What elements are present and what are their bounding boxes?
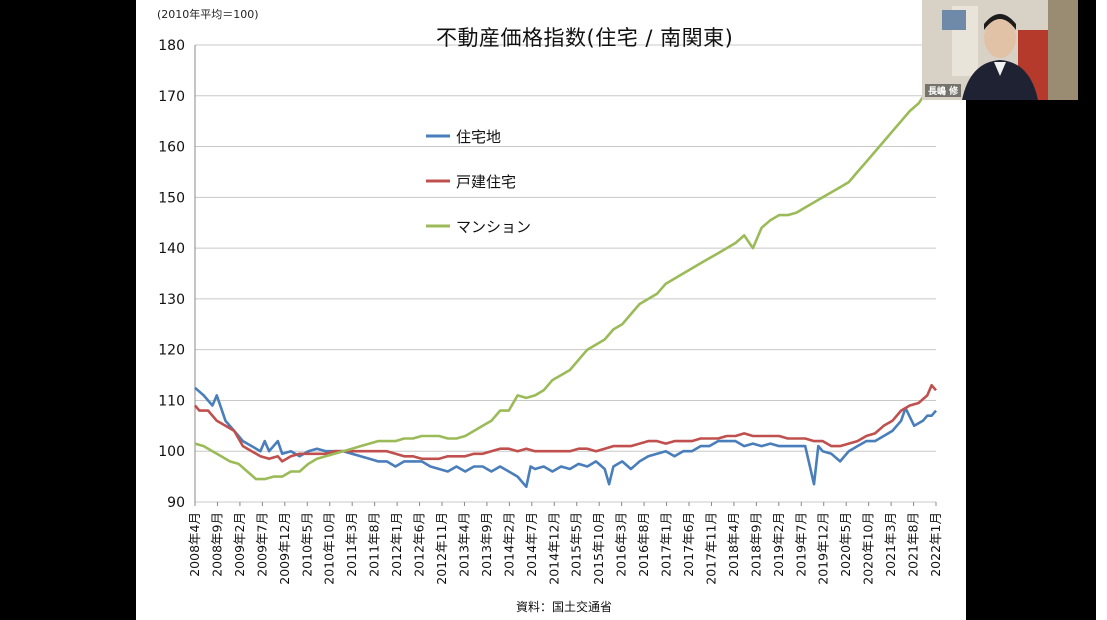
y-tick-label: 130 xyxy=(158,292,185,308)
x-tick-label: 2016年3月 xyxy=(614,512,629,577)
x-tick-label: 2010年10月 xyxy=(322,512,337,585)
series-lines xyxy=(194,69,938,489)
x-tick-label: 2014年2月 xyxy=(501,512,516,577)
gridlines xyxy=(194,44,936,503)
slide: 90 100 110 120 130 140 150 160 170 180 2008年4月 200… xyxy=(136,0,966,620)
x-tick-label: 2010年5月 xyxy=(299,512,314,577)
webcam-feed: 長嶋 修 xyxy=(922,0,1078,100)
x-tick-label: 2022年1月 xyxy=(928,512,943,577)
series-line xyxy=(194,386,937,489)
x-tick-label: 2014年12月 xyxy=(546,512,561,585)
x-tick-label: 2013年9月 xyxy=(479,512,494,577)
x-tick-label: 2015年5月 xyxy=(569,512,584,577)
x-tick-label: 2015年10月 xyxy=(591,512,606,585)
legend-label: マンション xyxy=(456,218,531,236)
x-tick-label: 2012年11月 xyxy=(434,512,449,585)
x-tick-label: 2016年8月 xyxy=(636,512,651,577)
x-tick-label: 2009年2月 xyxy=(232,512,247,577)
y-tick-label: 140 xyxy=(158,241,185,257)
x-tick-label: 2020年5月 xyxy=(838,512,853,577)
series-line xyxy=(194,383,937,463)
y-tick-label: 120 xyxy=(158,343,185,359)
source-note: 資料：国土交通省 xyxy=(516,600,613,614)
x-tick-label: 2008年9月 xyxy=(209,512,224,577)
x-tick-label: 2018年9月 xyxy=(748,512,763,577)
y-tick-label: 110 xyxy=(158,393,185,409)
x-tick-label: 2019年12月 xyxy=(816,512,831,585)
x-tick-label: 2011年8月 xyxy=(367,512,382,577)
y-tick-label: 160 xyxy=(158,140,185,156)
x-tick-label: 2011年3月 xyxy=(344,512,359,577)
window-edge xyxy=(1096,0,1107,620)
person-avatar xyxy=(922,0,1078,100)
x-tick-label: 2017年6月 xyxy=(681,512,696,577)
y-tick-label: 150 xyxy=(158,190,185,206)
x-tick-label: 2008年4月 xyxy=(187,512,202,577)
x-tick-label: 2012年6月 xyxy=(412,512,427,577)
x-tick-label: 2017年11月 xyxy=(703,512,718,585)
y-tick-label: 100 xyxy=(158,444,185,460)
legend-label: 戸建住宅 xyxy=(456,173,516,191)
x-tick-label: 2021年3月 xyxy=(883,512,898,577)
series-line xyxy=(194,69,938,481)
legend-label: 住宅地 xyxy=(456,128,501,146)
x-tick-label: 2014年7月 xyxy=(524,512,539,577)
y-tick-label: 90 xyxy=(167,495,185,511)
x-tick-label: 2009年7月 xyxy=(254,512,269,577)
x-tick-label: 2017年1月 xyxy=(659,512,674,577)
x-axis-ticks: 2008年4月 2008年9月 2009年2月 2009年7月 2009年12月 2010… xyxy=(187,502,943,585)
x-tick-label: 2013年4月 xyxy=(456,512,471,577)
y-axis-ticks: 90 100 110 120 130 140 150 160 170 180 xyxy=(158,38,185,511)
participant-name: 長嶋 修 xyxy=(925,84,962,97)
x-tick-label: 2020年10月 xyxy=(861,512,876,585)
unit-note: (2010年平均＝100) xyxy=(157,8,259,21)
x-tick-label: 2018年4月 xyxy=(726,512,741,577)
x-tick-label: 2019年2月 xyxy=(771,512,786,577)
chart-title: 不動産価格指数(住宅 / 南関東) xyxy=(436,26,734,50)
y-tick-label: 170 xyxy=(158,89,185,105)
x-tick-label: 2012年1月 xyxy=(389,512,404,577)
y-tick-label: 180 xyxy=(158,38,185,54)
x-tick-label: 2021年8月 xyxy=(906,512,921,577)
x-tick-label: 2009年12月 xyxy=(277,512,292,585)
x-tick-label: 2019年7月 xyxy=(793,512,808,577)
